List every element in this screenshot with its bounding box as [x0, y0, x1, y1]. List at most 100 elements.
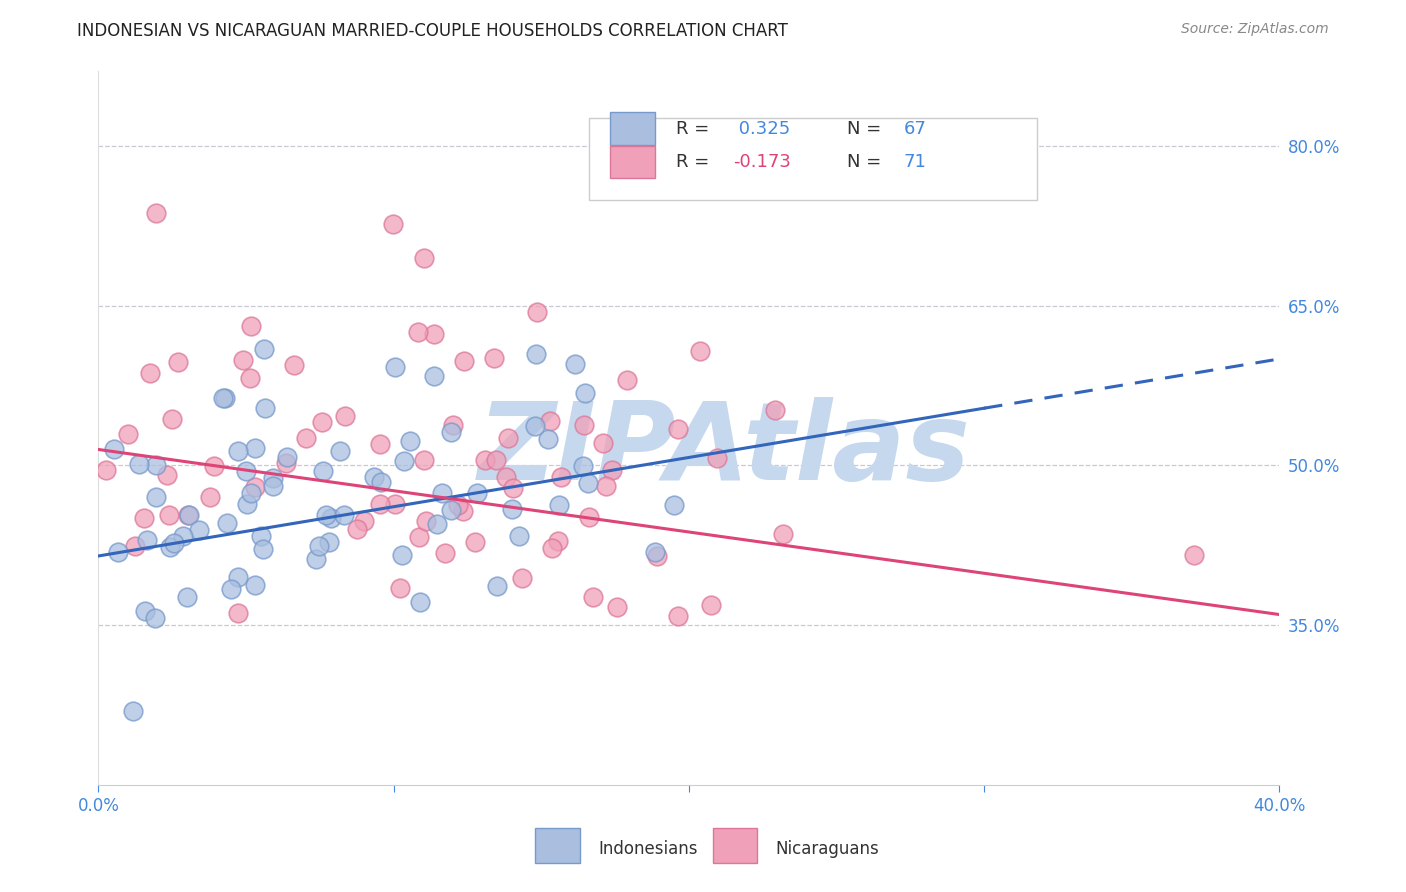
Point	[485, 452, 508, 467]
Point	[423, 327, 446, 342]
Point	[262, 478, 284, 492]
Point	[239, 486, 262, 500]
Point	[433, 546, 456, 560]
Point	[139, 366, 162, 380]
Point	[578, 510, 600, 524]
Point	[333, 409, 356, 423]
Point	[550, 469, 572, 483]
Point	[243, 441, 266, 455]
FancyBboxPatch shape	[589, 118, 1038, 200]
Point	[315, 508, 337, 522]
Point	[305, 552, 328, 566]
Point	[392, 453, 415, 467]
Point	[124, 539, 146, 553]
Point	[212, 392, 235, 406]
Point	[134, 604, 156, 618]
Text: R =: R =	[676, 153, 714, 171]
Point	[440, 425, 463, 439]
Point	[145, 458, 167, 473]
Point	[547, 498, 569, 512]
Point	[384, 497, 406, 511]
Point	[156, 468, 179, 483]
Point	[564, 357, 586, 371]
Point	[319, 511, 342, 525]
Point	[666, 609, 689, 624]
Point	[508, 529, 530, 543]
Point	[143, 611, 166, 625]
Point	[318, 534, 340, 549]
Point	[384, 359, 406, 374]
Point	[159, 540, 181, 554]
Point	[606, 599, 628, 614]
Point	[243, 480, 266, 494]
Point	[368, 497, 391, 511]
Text: ZIPAtlas: ZIPAtlas	[478, 397, 970, 502]
Point	[763, 402, 786, 417]
Point	[406, 325, 429, 339]
Point	[353, 514, 375, 528]
Point	[128, 457, 150, 471]
Point	[346, 522, 368, 536]
Point	[547, 534, 569, 549]
Point	[699, 598, 721, 612]
Point	[510, 571, 533, 585]
Point	[474, 452, 496, 467]
Point	[412, 251, 434, 265]
Point	[332, 508, 354, 522]
Point	[574, 418, 596, 433]
Point	[329, 444, 352, 458]
Text: INDONESIAN VS NICARAGUAN MARRIED-COUPLE HOUSEHOLDS CORRELATION CHART: INDONESIAN VS NICARAGUAN MARRIED-COUPLE …	[77, 22, 789, 40]
Point	[453, 354, 475, 368]
Point	[409, 595, 432, 609]
Point	[368, 437, 391, 451]
Text: 0.325: 0.325	[733, 120, 790, 137]
Point	[262, 470, 284, 484]
Point	[370, 475, 392, 490]
Point	[616, 373, 638, 387]
Point	[447, 498, 470, 512]
Point	[177, 508, 200, 522]
Point	[595, 479, 617, 493]
Point	[232, 352, 254, 367]
Point	[96, 463, 118, 477]
Point	[574, 386, 596, 401]
Point	[541, 541, 564, 556]
Text: R =: R =	[676, 120, 714, 137]
Point	[145, 490, 167, 504]
Point	[495, 470, 517, 484]
FancyBboxPatch shape	[713, 828, 758, 863]
Point	[221, 582, 243, 596]
Point	[465, 485, 488, 500]
Point	[166, 355, 188, 369]
Point	[163, 535, 186, 549]
Point	[423, 368, 446, 383]
Point	[644, 545, 666, 559]
Text: Source: ZipAtlas.com: Source: ZipAtlas.com	[1181, 22, 1329, 37]
Text: 67: 67	[904, 120, 927, 137]
Point	[482, 351, 505, 365]
Point	[214, 391, 236, 405]
Point	[664, 499, 686, 513]
Point	[772, 526, 794, 541]
Point	[399, 434, 422, 448]
Point	[538, 414, 561, 428]
Point	[502, 481, 524, 495]
Point	[215, 516, 238, 531]
Point	[706, 451, 728, 466]
Point	[363, 469, 385, 483]
Point	[501, 502, 523, 516]
Point	[239, 319, 262, 334]
Point	[451, 504, 474, 518]
Point	[107, 545, 129, 559]
Point	[117, 427, 139, 442]
Point	[226, 607, 249, 621]
Point	[382, 218, 405, 232]
Point	[276, 450, 298, 465]
Point	[582, 591, 605, 605]
Point	[295, 431, 318, 445]
Point	[486, 579, 509, 593]
Point	[135, 533, 157, 547]
Point	[239, 371, 262, 385]
Point	[1182, 548, 1205, 562]
Text: N =: N =	[848, 120, 887, 137]
